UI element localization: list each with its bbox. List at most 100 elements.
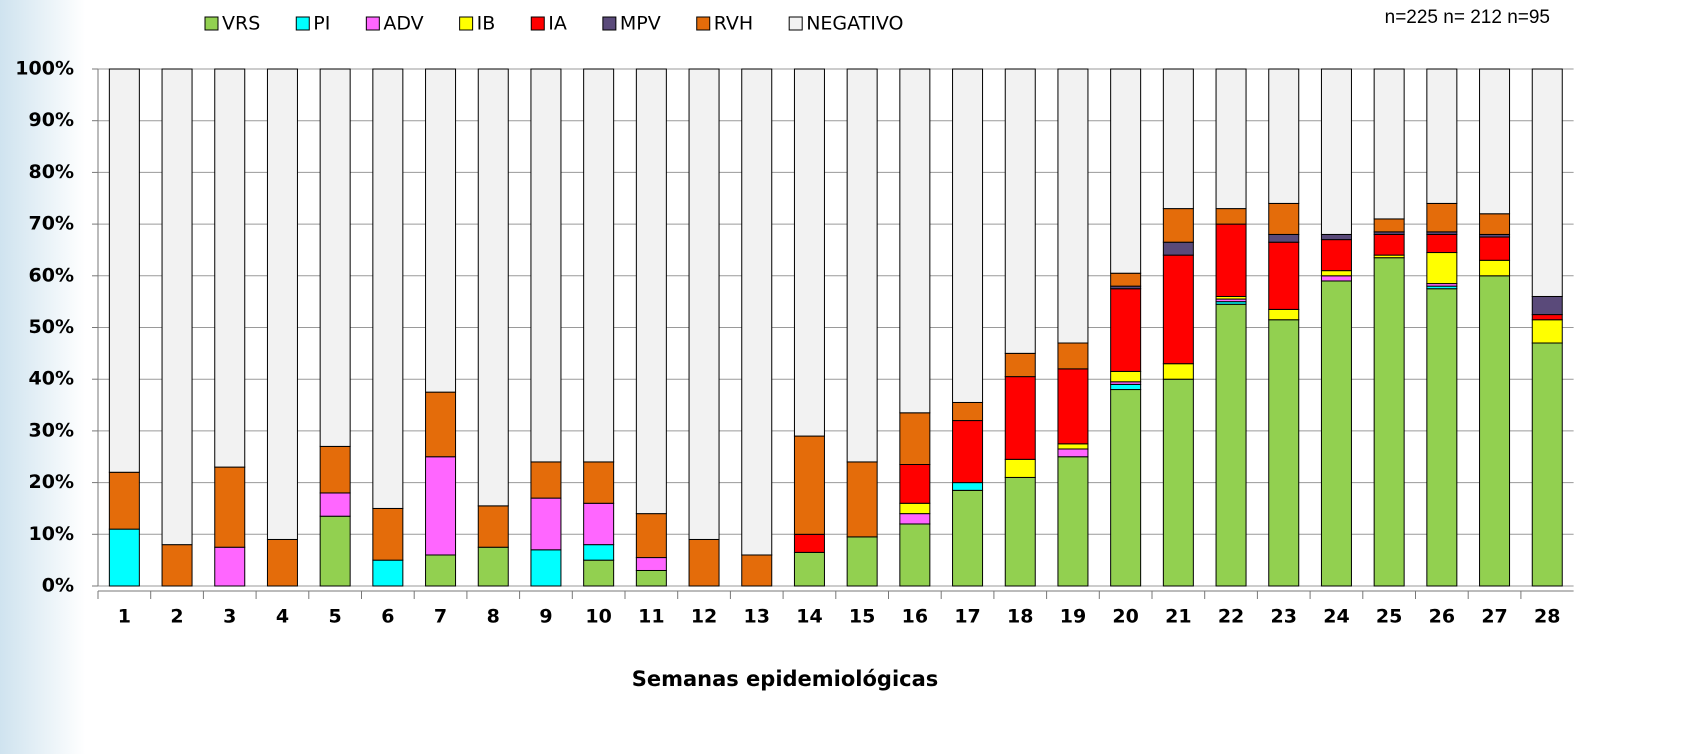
bar-segment [425,68,457,393]
bar-segment [846,461,878,538]
legend-swatch [459,16,474,31]
annotation: n=225 n= 212 n=95 [1385,7,1550,28]
y-tick-label: 70% [29,213,74,235]
legend-swatch [602,16,617,31]
x-tick-label: 7 [434,606,447,628]
bar-segment [899,464,931,504]
x-tick-label: 23 [1271,606,1297,628]
legend-swatch [788,16,803,31]
bar-segment [1373,233,1405,256]
bar-segment [1215,68,1247,210]
bar-segment [583,559,615,587]
x-tick-label: 5 [329,606,342,628]
x-tick-label: 16 [902,606,928,628]
bar-segment [1479,275,1511,587]
x-tick-label: 26 [1429,606,1455,628]
bar-segment [1057,456,1089,587]
bar-segment [1057,368,1089,445]
bar-segment [583,68,615,463]
bar-segment [425,456,457,556]
bar-segment [899,513,931,525]
x-tick-label: 19 [1060,606,1086,628]
bar-segment [899,502,931,515]
bar-segment [1057,443,1089,450]
bar-segment [530,68,562,463]
y-tick-label: 0% [42,575,74,597]
bar-segment [1373,257,1405,587]
bar-segment [108,68,140,473]
bar-segment [372,559,404,587]
bar-segment [635,513,667,559]
x-tick-label: 11 [638,606,664,628]
x-tick-label: 22 [1218,606,1244,628]
bar-segment [1057,68,1089,344]
bar-segment [899,523,931,587]
bar-segment [1320,280,1352,587]
bar-segment [477,505,509,548]
bar-segment [1531,319,1563,344]
x-tick-label: 17 [954,606,980,628]
legend-label: RVH [714,13,753,35]
bar-segment [319,492,351,517]
bar-segment [319,68,351,447]
bar-segment [1479,213,1511,235]
x-tick-label: 1 [118,606,131,628]
bar-segment [741,68,773,556]
bar-segment [1004,352,1036,378]
bar-segment [1268,202,1300,235]
bar-segment [793,533,825,553]
legend-swatch [365,16,380,31]
bar-segment [635,68,667,515]
bar-segment [688,538,720,587]
bar-segment [1268,68,1300,204]
legend-label: PI [313,13,330,35]
x-tick-label: 20 [1112,606,1138,628]
y-tick-label: 100% [15,58,74,80]
bar-segment [1004,458,1036,478]
bar-segment [793,435,825,535]
bar-segment [583,544,615,561]
bar-segment [1268,233,1300,243]
bar-segment [952,489,984,587]
legend-swatch [696,16,711,31]
x-tick-label: 21 [1165,606,1191,628]
x-tick-label: 3 [223,606,236,628]
bar-segment [1110,383,1142,391]
bar-segment [899,412,931,466]
bar-segment [161,68,193,546]
bar-segment [1110,370,1142,383]
bar-segment [952,68,984,403]
x-tick-label: 13 [744,606,770,628]
bar-segment [214,466,246,548]
bar-segment [1110,389,1142,587]
bar-segment [214,68,246,468]
bar-segment [425,554,457,587]
bar-segment [1162,254,1194,365]
bar-segment [952,401,984,422]
y-tick-label: 50% [29,316,74,338]
bar-segment [1162,363,1194,380]
bar-segment [108,528,140,587]
legend-label: IA [548,13,567,35]
y-tick-label: 40% [29,368,74,390]
bar-segment [1162,68,1194,210]
bar-segment [477,546,509,587]
y-tick-label: 60% [29,264,74,286]
bar-segment [1162,208,1194,243]
bar-segment [1215,303,1247,587]
bar-segment [1057,342,1089,370]
bar-segment [793,551,825,587]
bar-segment [952,482,984,491]
x-tick-label: 28 [1534,606,1560,628]
bar-segment [1531,68,1563,297]
legend-label: ADV [383,13,423,35]
bar-segment [1110,68,1142,274]
bar-segment [899,68,931,414]
bar-segment [530,461,562,499]
bar-segment [1057,448,1089,458]
bar-segment [266,68,298,540]
bar-segment [1162,241,1194,256]
x-tick-label: 15 [849,606,875,628]
bar-segment [1320,233,1352,241]
bar-segment [1531,342,1563,587]
